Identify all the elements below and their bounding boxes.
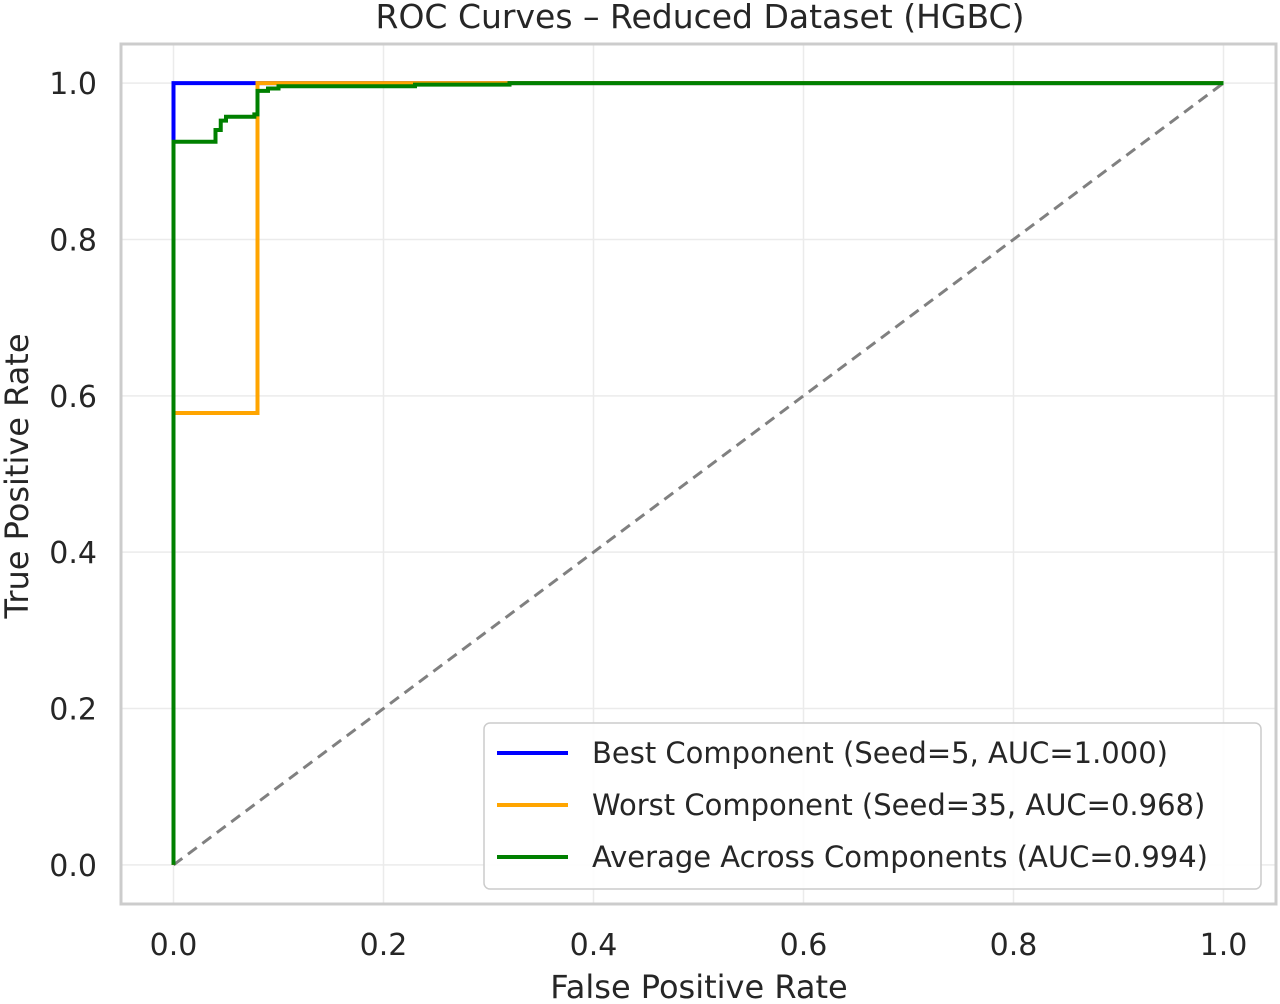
x-tick-label: 0.8 <box>990 928 1038 963</box>
x-tick-label: 1.0 <box>1200 928 1248 963</box>
y-tick-label: 0.0 <box>49 849 97 884</box>
y-tick-label: 0.8 <box>49 223 97 258</box>
legend-entry-label: Worst Component (Seed=35, AUC=0.968) <box>592 788 1205 822</box>
y-tick-label: 1.0 <box>49 67 97 102</box>
y-tick-label: 0.2 <box>49 693 97 728</box>
y-axis-label: True Positive Rate <box>0 333 36 619</box>
series-line-2 <box>171 81 1224 865</box>
y-tick-label: 0.6 <box>49 380 97 415</box>
x-tick-label: 0.2 <box>360 928 408 963</box>
x-tick-label: 0.6 <box>780 928 828 963</box>
chance-diagonal-line <box>172 81 1225 867</box>
x-tick-label: 0.4 <box>570 928 618 963</box>
x-axis-label: False Positive Rate <box>550 968 847 1004</box>
y-axis-ticks: 0.0 0.2 0.4 0.6 0.8 1.0 <box>49 67 97 884</box>
chart-title: ROC Curves – Reduced Dataset (HGBC) <box>376 0 1025 36</box>
legend-entry-label: Average Across Components (AUC=0.994) <box>592 840 1208 874</box>
legend-entry-label: Best Component (Seed=5, AUC=1.000) <box>592 736 1168 770</box>
y-tick-label: 0.4 <box>49 536 97 571</box>
legend: Best Component (Seed=5, AUC=1.000) Worst … <box>483 722 1262 890</box>
legend-box <box>483 722 1262 890</box>
x-axis-ticks: 0.0 0.2 0.4 0.6 0.8 1.0 <box>150 928 1248 963</box>
x-tick-label: 0.0 <box>150 928 198 963</box>
plot-frame <box>119 42 1278 906</box>
